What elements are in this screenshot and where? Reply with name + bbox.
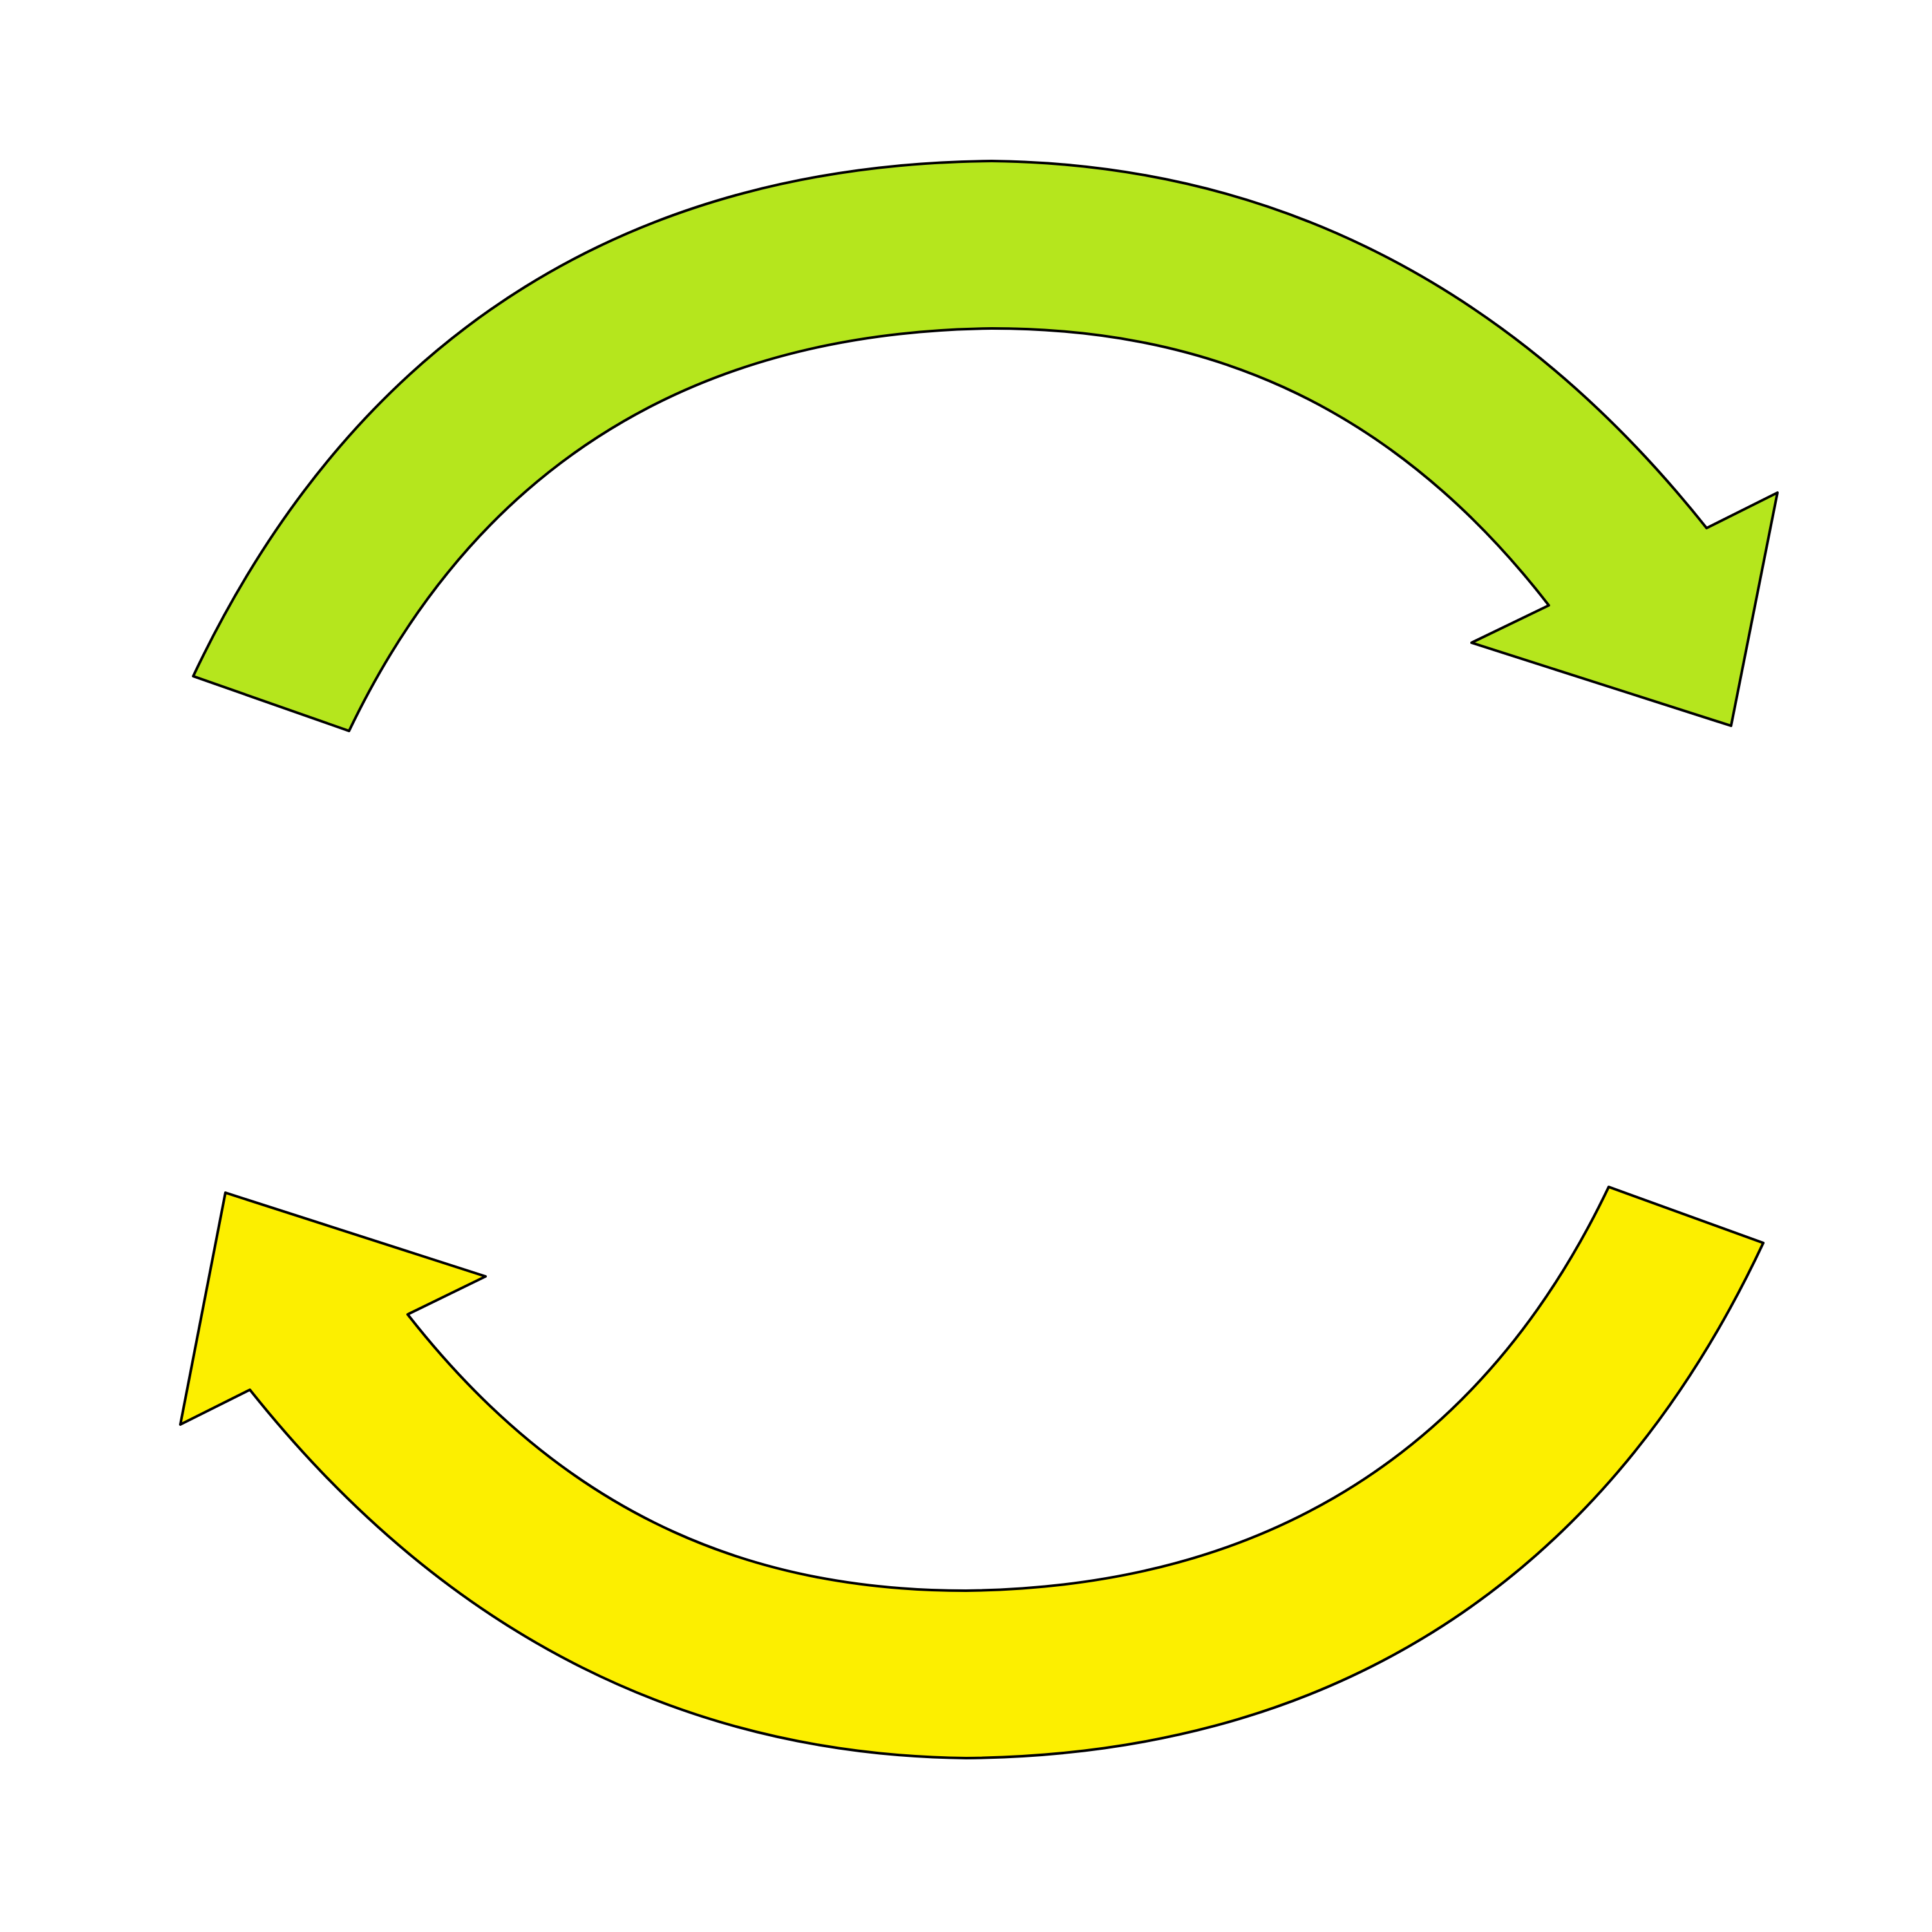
top-curved-arrow-icon — [192, 160, 1779, 732]
bottom-curved-arrow-icon — [179, 1186, 1765, 1759]
